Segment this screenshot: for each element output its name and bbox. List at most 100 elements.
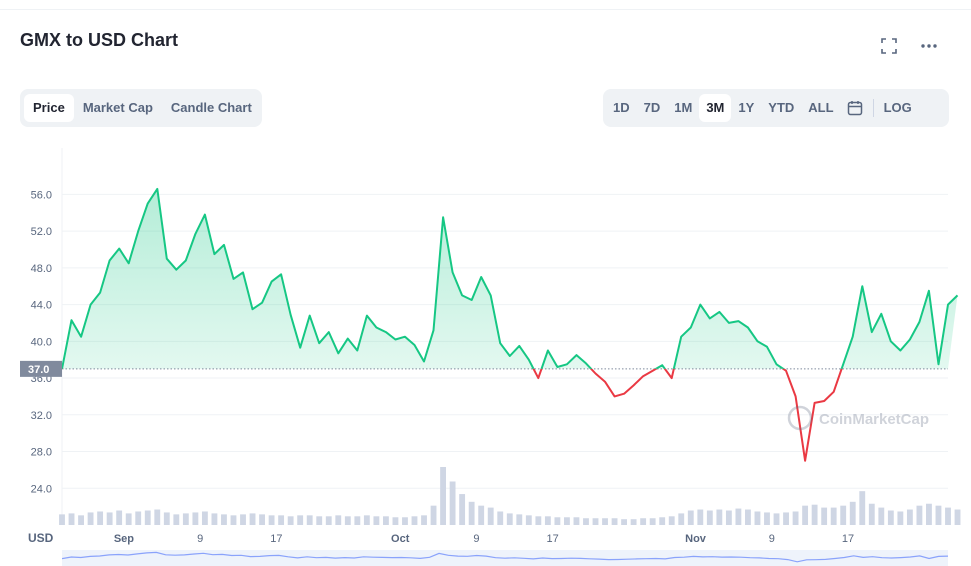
volume-bar (211, 513, 218, 525)
volume-bar (125, 513, 132, 525)
volume-bar (230, 515, 237, 525)
volume-bar (678, 513, 685, 525)
calendar-icon[interactable] (841, 94, 869, 122)
x-tick-label: 17 (270, 533, 282, 545)
range-brush[interactable] (62, 550, 948, 566)
volume-bars (59, 467, 961, 525)
volume-bar (773, 513, 780, 525)
volume-bar (602, 518, 608, 525)
volume-bar (325, 516, 332, 525)
range-ytd-button[interactable]: YTD (768, 100, 795, 115)
volume-bar (201, 511, 208, 525)
volume-bar (706, 510, 713, 525)
volume-bar (87, 512, 94, 525)
volume-bar (592, 518, 599, 525)
volume-bar (440, 467, 446, 525)
volume-bar (725, 510, 732, 525)
volume-bar (830, 507, 837, 525)
chart-type-tabs: Price Market Cap Candle Chart (20, 89, 262, 127)
volume-bar (497, 511, 504, 525)
volume-bar (135, 511, 142, 525)
x-axis-ticks: Sep 9 17 Oct 9 17 Nov 9 17 (114, 533, 854, 545)
y-tick-label: 52.0 (31, 226, 52, 238)
tab-price[interactable]: Price (24, 94, 74, 122)
more-horizontal-icon[interactable] (918, 36, 940, 56)
top-divider (0, 9, 971, 10)
volume-bar (868, 503, 875, 525)
range-selector: 1D 7D 1M 3M 1Y YTD ALL LOG (603, 89, 949, 127)
volume-bar (459, 494, 466, 525)
volume-bar (621, 519, 628, 525)
volume-bar (640, 518, 647, 525)
volume-bar (668, 516, 675, 525)
volume-bar (392, 517, 399, 525)
tab-market-cap[interactable]: Market Cap (82, 100, 153, 115)
volume-bar (878, 507, 885, 525)
volume-bar (306, 515, 313, 525)
volume-bar (697, 509, 704, 525)
coinmarketcap-watermark: CoinMarketCap (787, 405, 929, 431)
volume-bar (516, 514, 523, 525)
range-all-button[interactable]: ALL (808, 100, 834, 115)
volume-bar (659, 517, 666, 525)
x-tick-label: 17 (842, 533, 854, 545)
volume-bar (897, 511, 904, 525)
volume-bar (783, 512, 789, 525)
volume-bar (78, 515, 84, 525)
volume-bar (382, 516, 389, 525)
range-1y-button[interactable]: 1Y (738, 100, 755, 115)
chart-title: GMX to USD Chart (20, 30, 179, 50)
volume-bar (735, 508, 742, 525)
volume-bar (487, 507, 494, 525)
volume-bar (792, 511, 799, 525)
volume-bar (544, 516, 551, 525)
volume-bar (249, 513, 256, 525)
log-scale-button[interactable]: LOG (883, 100, 912, 115)
price-chart: CoinMarketCap 24.028.032.036.040.044.048… (20, 148, 961, 545)
volume-bar (916, 505, 923, 525)
volume-bar (573, 517, 580, 525)
reference-price-label: 37.0 (28, 364, 49, 376)
volume-bar (906, 509, 913, 525)
reference-price-badge (20, 360, 62, 377)
volume-bar (59, 514, 65, 525)
brush-preview-line (62, 551, 948, 563)
y-tick-label: 32.0 (31, 410, 52, 422)
volume-bar (649, 518, 656, 525)
range-7d-button[interactable]: 7D (643, 100, 661, 115)
volume-bar (535, 516, 542, 525)
tab-candle-chart[interactable]: Candle Chart (170, 100, 252, 115)
range-separator (872, 99, 874, 117)
volume-bar (468, 501, 475, 525)
volume-bar (221, 514, 227, 525)
volume-bar (849, 501, 856, 525)
x-tick-label: 9 (769, 533, 775, 545)
expand-icon[interactable] (878, 36, 900, 56)
volume-bar (764, 512, 770, 525)
volume-bar (954, 509, 961, 525)
x-tick-label: Oct (391, 533, 410, 545)
volume-bar (192, 512, 199, 525)
y-tick-label: 56.0 (31, 189, 52, 201)
y-tick-label: 24.0 (31, 483, 52, 495)
coinmarketcap-logo-icon (787, 405, 813, 431)
range-1m-button[interactable]: 1M (674, 100, 693, 115)
volume-bar (821, 507, 828, 525)
currency-label: USD (28, 531, 54, 545)
volume-bar (754, 511, 761, 525)
volume-bar (297, 515, 304, 525)
range-3m-button[interactable]: 3M (699, 94, 732, 122)
price-line-up (61, 187, 959, 369)
volume-bar (335, 515, 342, 525)
range-1d-button[interactable]: 1D (613, 100, 630, 115)
volume-bar (373, 516, 380, 525)
volume-bar (144, 510, 151, 525)
volume-bar (840, 505, 847, 525)
x-tick-label: 9 (197, 533, 203, 545)
x-tick-label: 17 (547, 533, 559, 545)
volume-bar (630, 519, 637, 525)
y-tick-label: 28.0 (31, 447, 52, 459)
volume-bar (240, 514, 246, 525)
volume-bar (859, 491, 866, 525)
x-tick-label: Nov (685, 533, 707, 545)
